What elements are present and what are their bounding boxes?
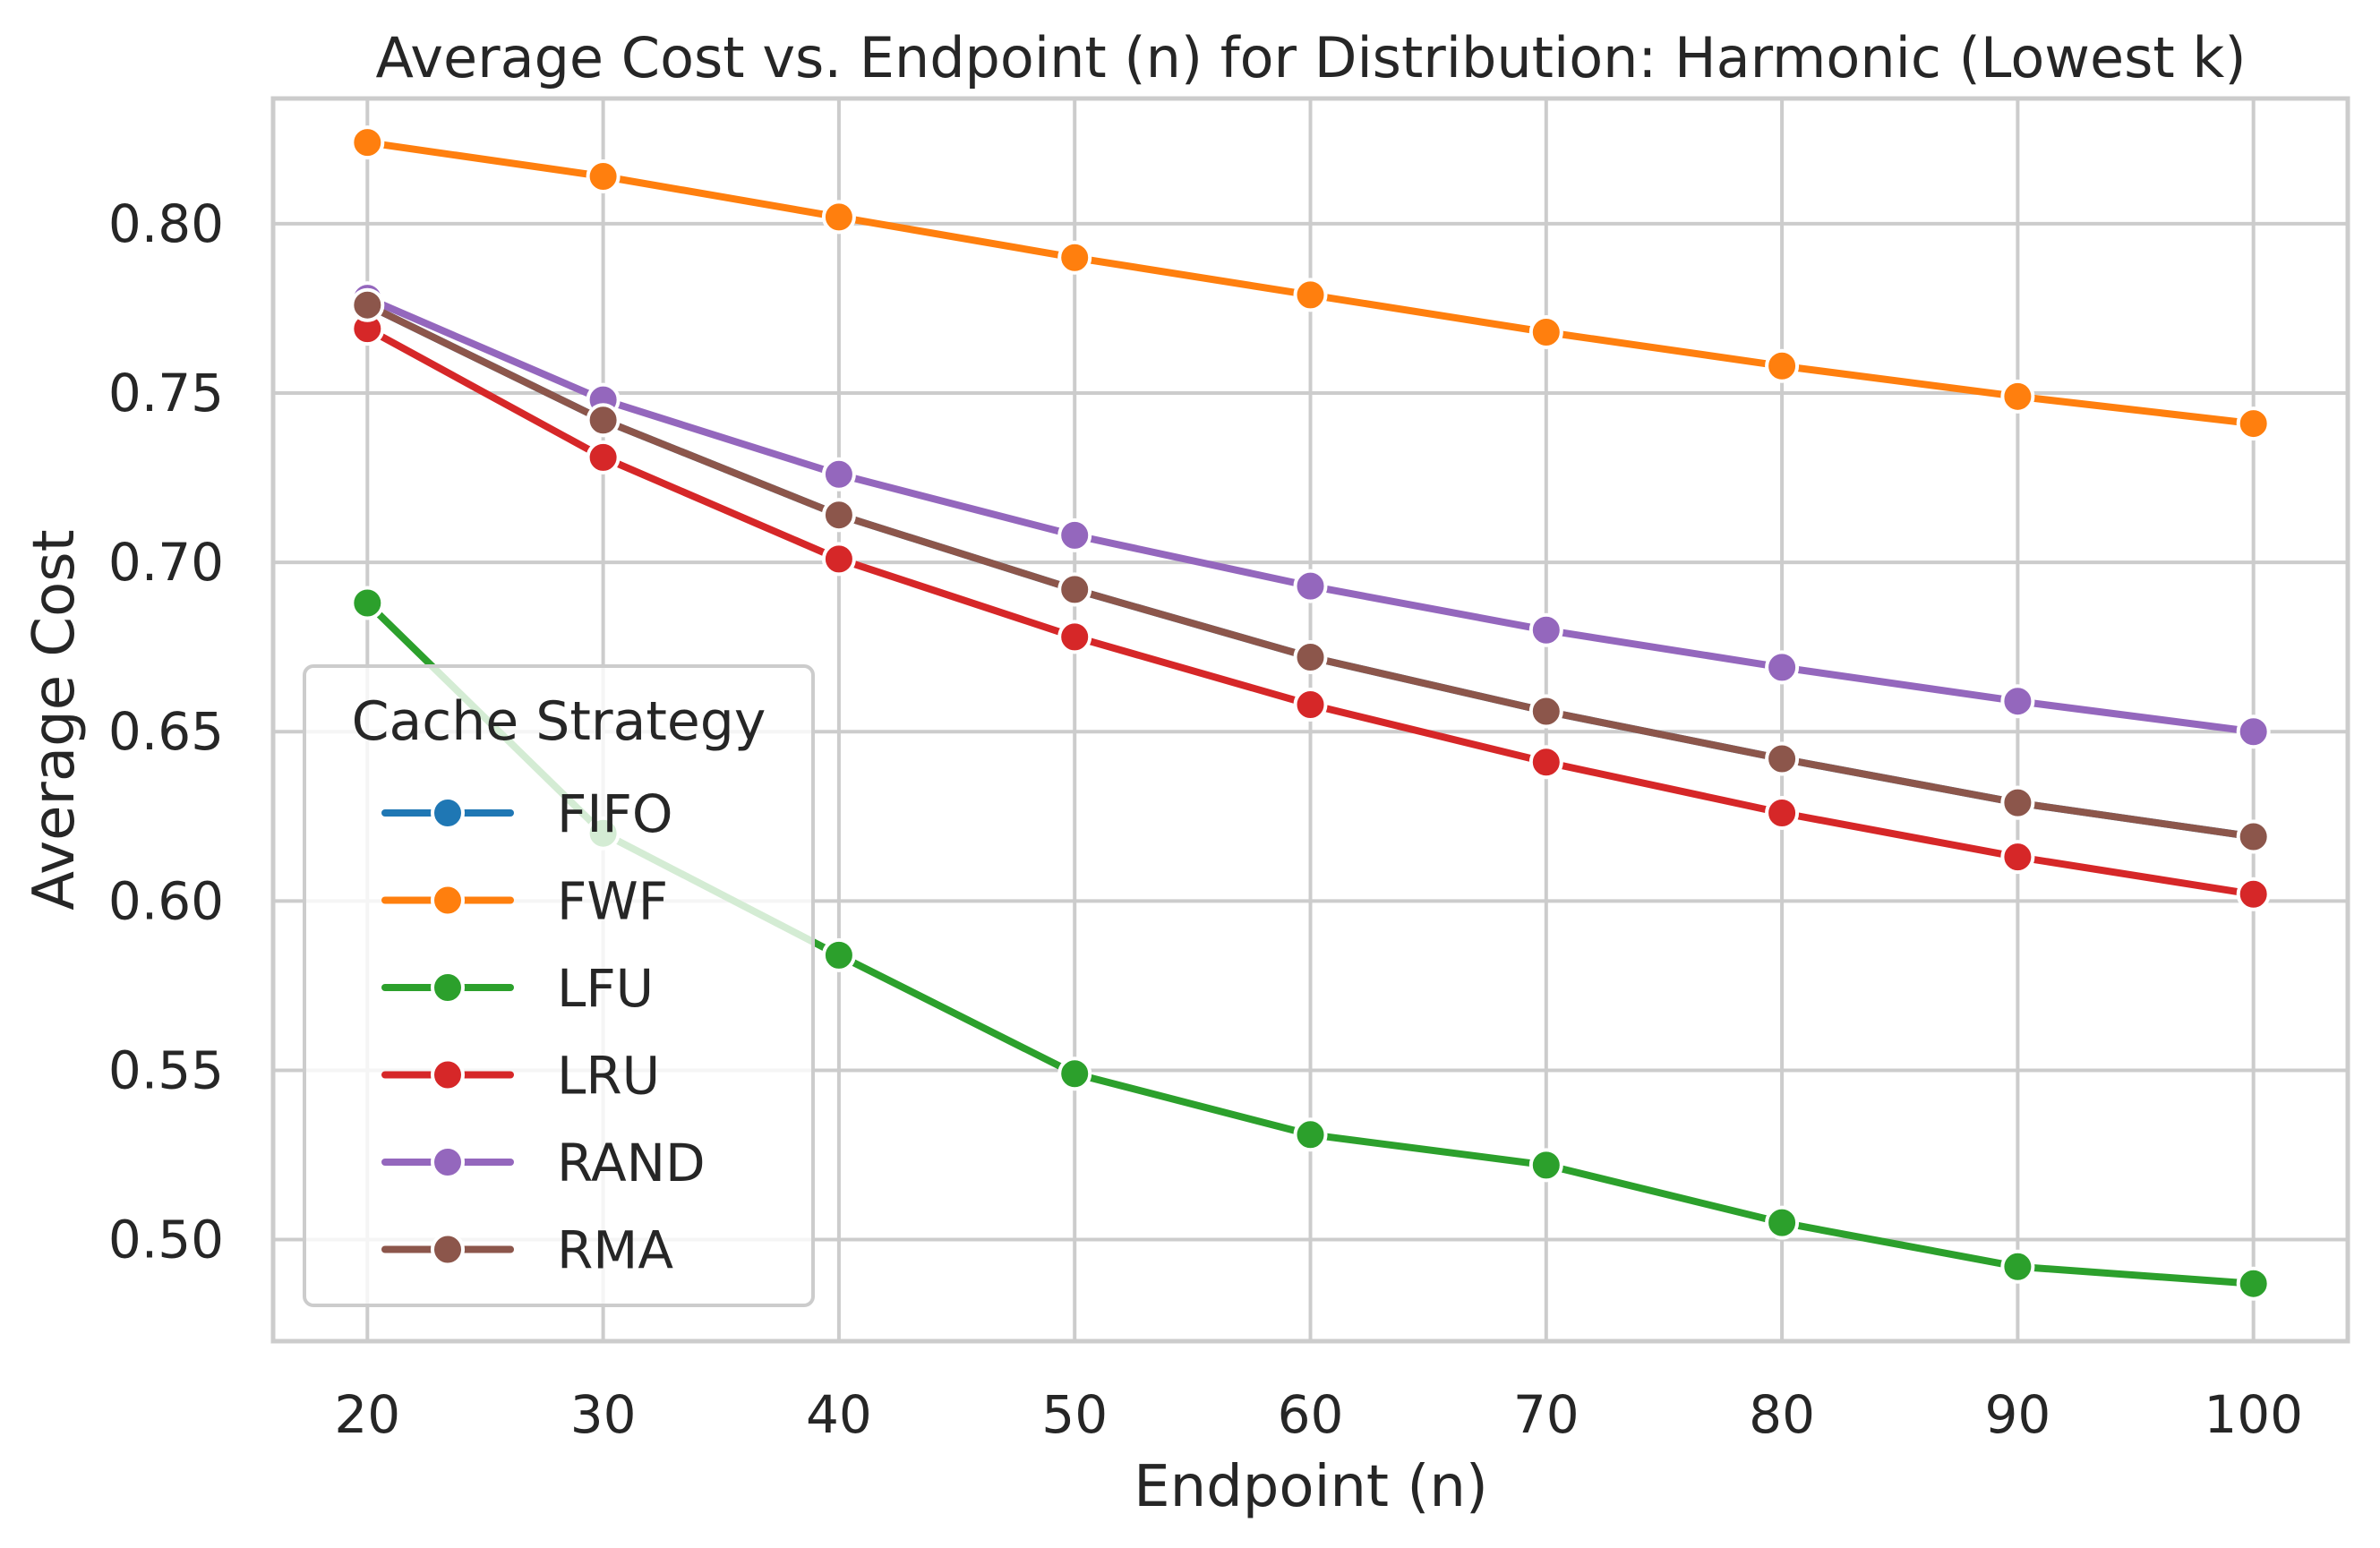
legend: Cache Strategy FIFO FWF LFU LRU RAND RMA [303,664,815,1307]
data-point-rand [821,457,856,492]
legend-item-lfu: LFU [381,958,654,1019]
x-tick-label: 100 [2204,1384,2303,1445]
data-point-rand [1765,650,1800,685]
data-point-fwf [821,200,856,235]
data-point-lru [1057,620,1092,654]
legend-label-rand: RAND [557,1133,706,1193]
data-point-rma [1293,640,1328,675]
legend-label-fifo: FIFO [557,783,672,844]
legend-label-lru: LRU [557,1046,660,1107]
y-axis-ticks: 0.50 0.55 0.60 0.65 0.70 0.75 0.80 [108,193,224,1270]
y-tick-label: 0.50 [108,1210,224,1270]
x-tick-label: 40 [806,1384,872,1445]
data-point-lfu [1057,1056,1092,1091]
data-point-rand [1528,612,1563,647]
legend-item-lru: LRU [381,1046,660,1107]
data-point-fwf [350,125,385,160]
data-point-fwf [1528,314,1563,349]
data-point-lru [821,542,856,577]
data-point-rma [1528,694,1563,729]
y-tick-label: 0.65 [108,701,224,762]
data-point-lru [1765,796,1800,831]
data-point-lfu [1528,1148,1563,1183]
y-tick-label: 0.70 [108,532,224,593]
plot-area-frame [270,96,2350,1344]
grid [273,98,2348,1341]
data-point-fwf [1765,348,1800,383]
legend-marker-lfu [431,971,465,1005]
x-axis-label: Endpoint (n) [1134,1454,1488,1520]
x-tick-label: 50 [1041,1384,1108,1445]
data-point-fwf [2236,406,2271,441]
y-axis-label: Average Cost [21,529,88,910]
series-rma [350,287,2271,854]
data-point-rand [2236,714,2271,749]
data-point-lfu [1293,1117,1328,1152]
legend-items: FIFO FWF LFU LRU RAND RMA [381,783,706,1281]
data-point-rma [2000,785,2035,820]
x-tick-label: 30 [570,1384,637,1445]
legend-marker-rma [431,1232,465,1267]
data-point-rma [350,287,385,322]
legend-label-fwf: FWF [557,871,668,932]
series-lru [350,312,2271,911]
data-point-fwf [1057,240,1092,275]
x-tick-label: 80 [1749,1384,1815,1445]
legend-title: Cache Strategy [352,690,766,753]
data-point-lfu [821,937,856,972]
data-point-fwf [1293,278,1328,312]
legend-marker-rand [431,1145,465,1179]
data-point-lfu [2000,1249,2035,1284]
legend-label-rma: RMA [557,1220,673,1281]
x-tick-label: 60 [1278,1384,1344,1445]
data-point-fwf [586,158,621,193]
x-axis-ticks: 20 30 40 50 60 70 80 90 100 [334,1384,2303,1445]
legend-label-lfu: LFU [557,958,654,1019]
data-point-rand [1057,517,1092,552]
data-point-rma [1057,572,1092,607]
legend-item-fwf: FWF [381,871,668,932]
legend-item-rand: RAND [381,1133,706,1193]
x-tick-label: 70 [1513,1384,1580,1445]
data-point-lfu [2236,1266,2271,1301]
data-point-lru [1528,745,1563,780]
data-point-rma [2236,819,2271,854]
data-point-lru [1293,687,1328,722]
legend-item-rma: RMA [381,1220,673,1281]
data-point-rma [586,403,621,438]
data-point-rand [1293,569,1328,603]
x-tick-label: 90 [1984,1384,2050,1445]
data-point-lfu [1765,1205,1800,1240]
data-point-rma [1765,741,1800,776]
data-point-rand [2000,684,2035,719]
y-tick-label: 0.55 [108,1039,224,1100]
data-point-lru [2236,877,2271,911]
y-tick-label: 0.75 [108,363,224,423]
series-layer [350,125,2271,1301]
data-point-lru [2000,840,2035,875]
chart-title: Average Cost vs. Endpoint (n) for Distri… [375,25,2246,90]
y-tick-label: 0.80 [108,193,224,254]
legend-frame [303,664,815,1307]
y-tick-label: 0.60 [108,870,224,931]
data-point-lru [586,440,621,475]
data-point-fwf [2000,379,2035,414]
data-point-rma [821,498,856,533]
legend-marker-lru [431,1057,465,1092]
legend-item-fifo: FIFO [381,783,672,844]
data-point-lfu [350,586,385,620]
x-tick-label: 20 [334,1384,400,1445]
series-fwf [350,125,2271,441]
legend-marker-fifo [431,796,465,830]
legend-marker-fwf [431,883,465,918]
